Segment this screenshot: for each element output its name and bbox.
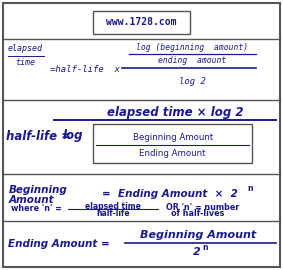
Text: =half-life  x: =half-life x xyxy=(50,65,120,74)
Text: elapsed time × log 2: elapsed time × log 2 xyxy=(107,106,244,119)
Bar xyxy=(93,124,252,163)
Text: half-life =: half-life = xyxy=(6,130,71,143)
Text: Amount: Amount xyxy=(8,195,54,205)
Text: www.1728.com: www.1728.com xyxy=(106,17,177,27)
Text: where 'n' =: where 'n' = xyxy=(11,204,62,213)
Text: Ending Amount =: Ending Amount = xyxy=(8,238,110,249)
Text: ending  amount: ending amount xyxy=(158,56,227,65)
Text: =  Ending Amount  ×  2: = Ending Amount × 2 xyxy=(102,189,238,200)
Text: Ending Amount: Ending Amount xyxy=(140,149,206,158)
Text: n: n xyxy=(248,184,253,193)
Text: Beginning Amount: Beginning Amount xyxy=(132,133,213,142)
Text: log: log xyxy=(62,129,83,141)
Text: OR 'n' = number: OR 'n' = number xyxy=(166,203,239,212)
Text: elapsed time: elapsed time xyxy=(85,201,141,211)
Text: of half-lives: of half-lives xyxy=(171,209,225,218)
Text: 2: 2 xyxy=(192,247,200,258)
Text: Beginning Amount: Beginning Amount xyxy=(140,230,256,240)
Text: n: n xyxy=(202,243,208,252)
Text: log (beginning  amount): log (beginning amount) xyxy=(136,43,248,52)
Bar xyxy=(93,11,190,34)
Text: log 2: log 2 xyxy=(179,76,206,86)
Text: half-life: half-life xyxy=(97,209,130,218)
Text: Beginning: Beginning xyxy=(8,185,67,195)
Text: elapsed: elapsed xyxy=(8,44,43,53)
Text: time: time xyxy=(16,58,35,67)
